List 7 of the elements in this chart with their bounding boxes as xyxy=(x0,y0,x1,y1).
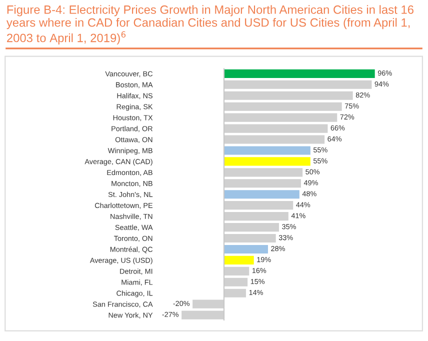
bar xyxy=(224,157,310,166)
bar xyxy=(224,69,375,78)
bar xyxy=(224,256,254,264)
bar xyxy=(224,244,268,254)
bar xyxy=(224,146,310,155)
bar xyxy=(224,190,300,199)
chart-title: Figure B-4: Electricity Prices Growth in Major North American Cities in last 16 years where in CAD for Canadian Cities and USD for US Cities (from April 1, 2003 to April 1, 2019)$^{6}$ xyxy=(6,5,414,45)
